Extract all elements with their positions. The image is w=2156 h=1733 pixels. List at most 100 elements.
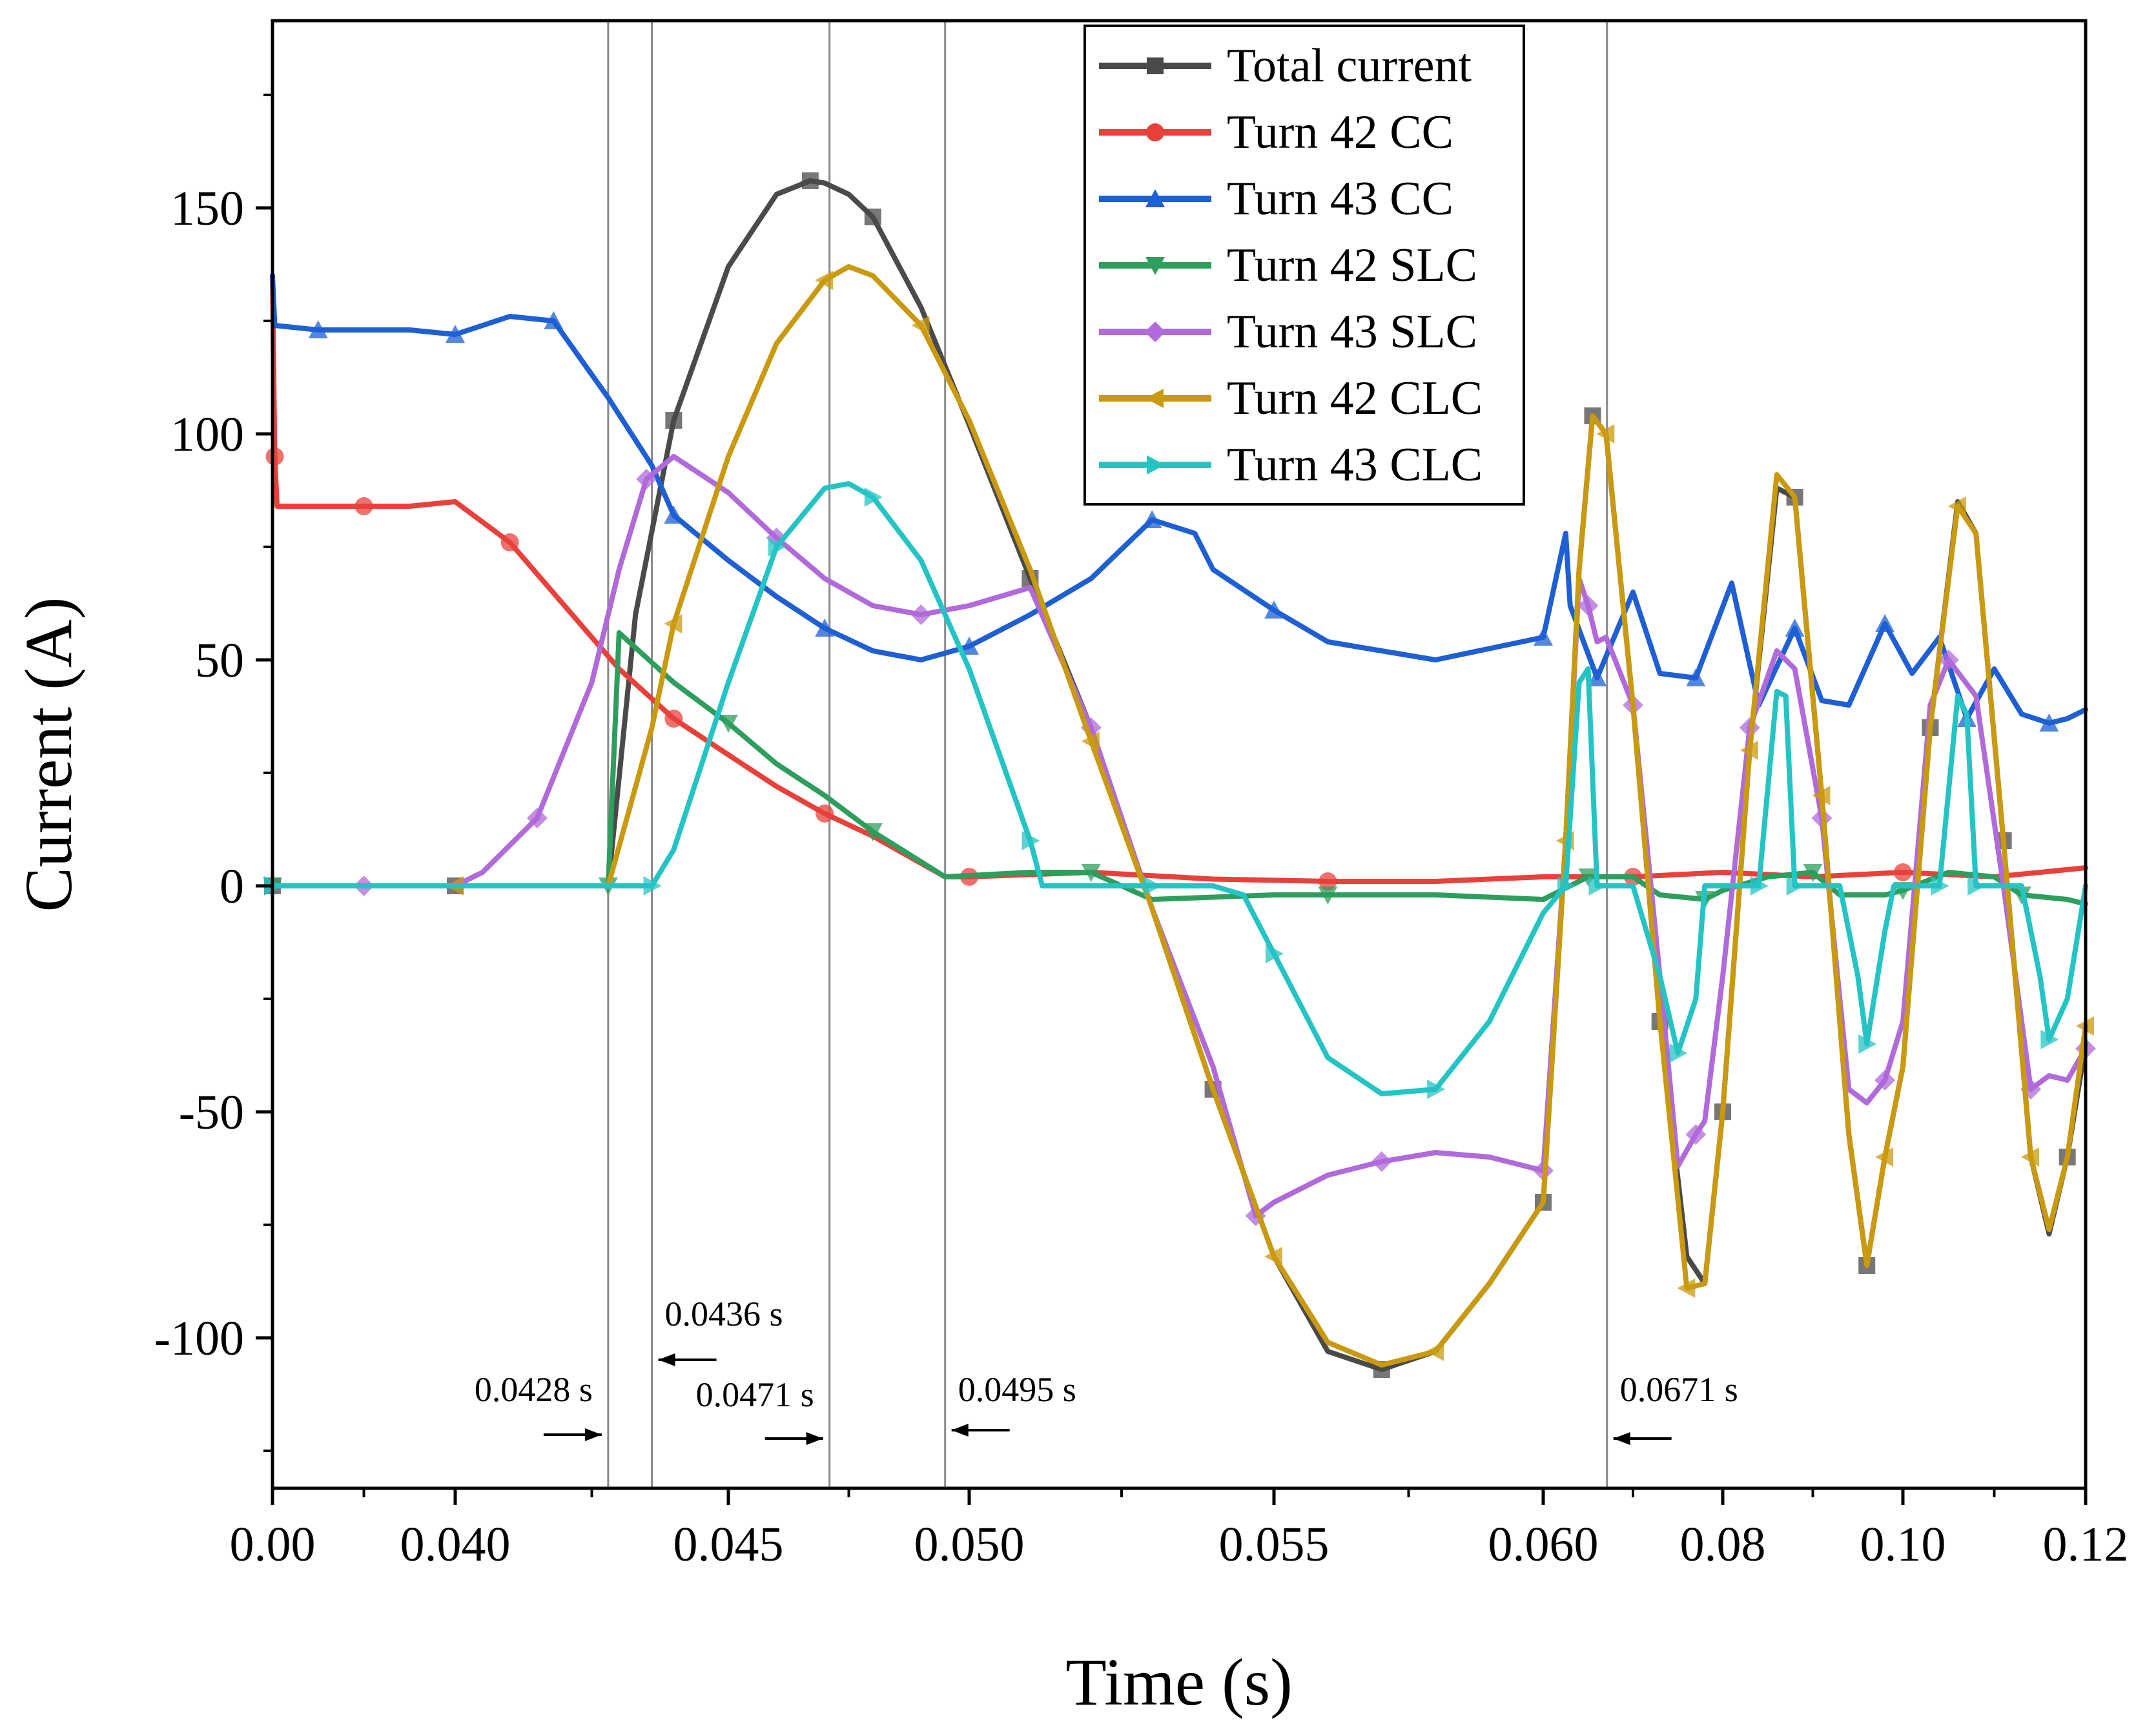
series-marker: [801, 172, 819, 189]
y-tick-label: 50: [195, 633, 244, 688]
series-marker: [1858, 1034, 1877, 1054]
series-marker: [1967, 876, 1986, 896]
annotation-label: 0.0495 s: [958, 1370, 1076, 1409]
series-marker: [308, 320, 328, 338]
series-marker: [1669, 1043, 1688, 1063]
series-marker: [1264, 600, 1284, 619]
x-tick-label: 0.050: [914, 1517, 1025, 1572]
reference-lines: [607, 21, 1608, 1488]
series-marker: [1596, 424, 1615, 444]
series-marker: [1371, 1151, 1392, 1172]
annotations-layer: 0.0428 s 0.0436 s 0.0471 s 0.0495 s 0.0671 s: [475, 1295, 1738, 1445]
axes-layer: -100 -50 0 50 100 150 0.00 0.040 0.045 0.050 0.055…: [154, 94, 2129, 1572]
legend-label: Turn 42 CLC: [1227, 372, 1483, 425]
legend-label: Turn 43 SLC: [1227, 305, 1477, 358]
series-marker: [664, 506, 684, 524]
series-marker: [643, 876, 662, 896]
series-marker: [1686, 668, 1706, 686]
series-marker: [1319, 872, 1337, 890]
series-marker: [2021, 1147, 2040, 1167]
series-marker: [2039, 713, 2059, 732]
series-group: [264, 481, 2088, 1099]
series-marker: [636, 469, 657, 489]
series-marker: [816, 805, 834, 823]
annotation-label: 0.0671 s: [1620, 1370, 1738, 1409]
series-marker: [1147, 455, 1165, 475]
x-tick-label: 0.00: [230, 1517, 316, 1572]
series-marker: [1803, 864, 1823, 882]
annotation-label: 0.0436 s: [665, 1295, 783, 1333]
annotation-label: 0.0428 s: [475, 1370, 593, 1409]
series-marker: [719, 715, 738, 733]
x-tick-label: 0.12: [2043, 1517, 2129, 1572]
legend: Total current Turn 42 CC Turn 43 CC Turn 42…: [1083, 25, 1525, 506]
series-marker: [1785, 619, 1805, 637]
x-tick-label: 0.08: [1680, 1517, 1766, 1572]
y-axis-title: Current (A): [12, 597, 86, 912]
legend-label: Turn 42 SLC: [1227, 239, 1477, 292]
series-line: [270, 481, 2088, 1096]
series-marker: [1578, 868, 1598, 887]
x-tick-label: 0.040: [400, 1517, 511, 1572]
series-marker: [1147, 57, 1164, 74]
legend-label: Total current: [1227, 39, 1472, 92]
series-group: [270, 273, 2088, 732]
x-tick-label: 0.055: [1219, 1517, 1330, 1572]
series-line: [270, 273, 2088, 884]
series-marker: [1577, 595, 1599, 616]
series-marker: [1081, 864, 1101, 882]
series-marker: [1740, 741, 1758, 760]
series-marker: [1145, 322, 1165, 342]
series-marker: [544, 311, 564, 329]
series-marker: [815, 271, 834, 290]
series-marker: [1144, 876, 1162, 896]
series-marker: [1874, 1070, 1896, 1091]
series-marker: [1947, 497, 1966, 516]
series-marker: [1557, 876, 1576, 896]
series-marker: [1142, 510, 1162, 528]
annotation-arrowhead: [584, 1428, 602, 1441]
y-tick-label: 0: [220, 859, 244, 914]
y-tick-label: 100: [170, 407, 244, 462]
series-marker: [1938, 650, 1959, 670]
series-marker: [1426, 1342, 1444, 1361]
series-marker: [1145, 189, 1165, 207]
series-marker: [910, 604, 932, 625]
annotation-arrowhead: [658, 1353, 675, 1366]
plot-area-frame: [271, 19, 2088, 1490]
x-tick-label: 0.060: [1488, 1517, 1599, 1572]
series-marker: [863, 823, 883, 841]
series-marker: [2040, 1030, 2059, 1049]
series-marker: [1750, 876, 1769, 896]
series-marker: [864, 487, 883, 507]
series-marker: [1022, 831, 1040, 850]
series-marker: [815, 619, 835, 637]
series-marker: [1786, 876, 1805, 896]
series-marker: [960, 637, 979, 655]
series-marker: [665, 412, 683, 429]
series-marker: [1875, 614, 1895, 632]
series-group: [265, 273, 2088, 890]
y-tick-label: 150: [170, 181, 244, 236]
annotation-arrowhead: [806, 1432, 823, 1445]
series-marker: [1931, 876, 1949, 896]
series-marker: [1534, 628, 1553, 646]
annotation-label: 0.0471 s: [696, 1375, 814, 1414]
series-line: [270, 630, 2088, 907]
series-marker: [1145, 257, 1165, 275]
series-line: [270, 264, 2088, 1368]
series-marker: [664, 614, 683, 633]
legend-label: Turn 43 CLC: [1227, 438, 1483, 491]
x-tick-label: 0.045: [673, 1517, 784, 1572]
y-tick-label: -100: [154, 1311, 244, 1366]
series-marker: [1266, 944, 1284, 963]
x-tick-label: 0.10: [1860, 1517, 1946, 1572]
series-marker: [1685, 1124, 1707, 1145]
series-layer: [263, 172, 2096, 1378]
series-marker: [768, 537, 786, 557]
series-marker: [1081, 732, 1100, 751]
series-marker: [1427, 1080, 1446, 1099]
series-marker: [446, 325, 465, 343]
